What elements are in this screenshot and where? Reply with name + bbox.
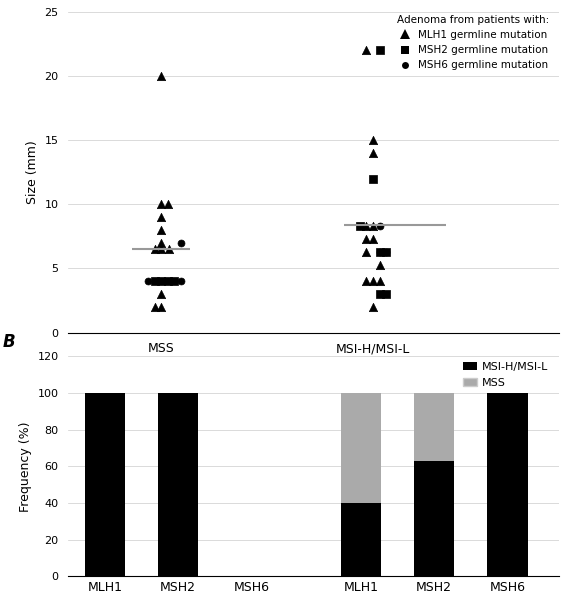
Point	[375, 247, 384, 257]
Point	[150, 277, 159, 286]
Point	[143, 277, 152, 286]
Point	[362, 277, 371, 286]
Point	[177, 277, 186, 286]
Text: B: B	[3, 333, 15, 350]
Point	[157, 225, 166, 235]
Y-axis label: Frequency (%): Frequency (%)	[19, 421, 32, 511]
Bar	[158, 393, 198, 576]
Point	[369, 234, 378, 244]
Point	[362, 247, 371, 257]
Point	[375, 46, 384, 55]
Point	[369, 302, 378, 312]
Point	[157, 213, 166, 222]
Point	[165, 245, 174, 254]
Point	[369, 277, 378, 286]
Point	[157, 71, 166, 81]
Bar	[341, 503, 381, 576]
Point	[150, 245, 159, 254]
Point	[382, 289, 391, 299]
Point	[369, 135, 378, 145]
Point	[157, 302, 166, 312]
Point	[382, 247, 391, 257]
Bar	[341, 393, 381, 503]
Point	[170, 277, 179, 286]
Point	[369, 148, 378, 158]
Point	[157, 238, 166, 248]
Bar	[85, 393, 125, 576]
Legend: MSI-H/MSI-L, MSS: MSI-H/MSI-L, MSS	[459, 358, 553, 392]
Point	[375, 277, 384, 286]
Point	[362, 222, 371, 231]
Point	[382, 247, 391, 257]
Point	[157, 289, 166, 299]
Point	[362, 234, 371, 244]
Point	[157, 277, 166, 286]
Legend: MLH1 germline mutation, MSH2 germline mutation, MSH6 germline mutation: MLH1 germline mutation, MSH2 germline mu…	[393, 11, 553, 75]
Y-axis label: Size (mm): Size (mm)	[26, 140, 39, 204]
Point	[157, 245, 166, 254]
Point	[157, 200, 166, 209]
Bar	[414, 393, 454, 461]
Point	[375, 260, 384, 270]
Point	[355, 222, 364, 231]
Point	[375, 247, 384, 257]
Point	[369, 222, 378, 231]
Point	[163, 277, 172, 286]
Point	[362, 46, 371, 55]
Point	[375, 289, 384, 299]
Point	[163, 200, 172, 209]
Point	[369, 174, 378, 184]
Point	[177, 238, 186, 248]
Point	[375, 222, 384, 231]
Bar	[414, 461, 454, 576]
Bar	[487, 393, 527, 576]
Point	[150, 302, 159, 312]
